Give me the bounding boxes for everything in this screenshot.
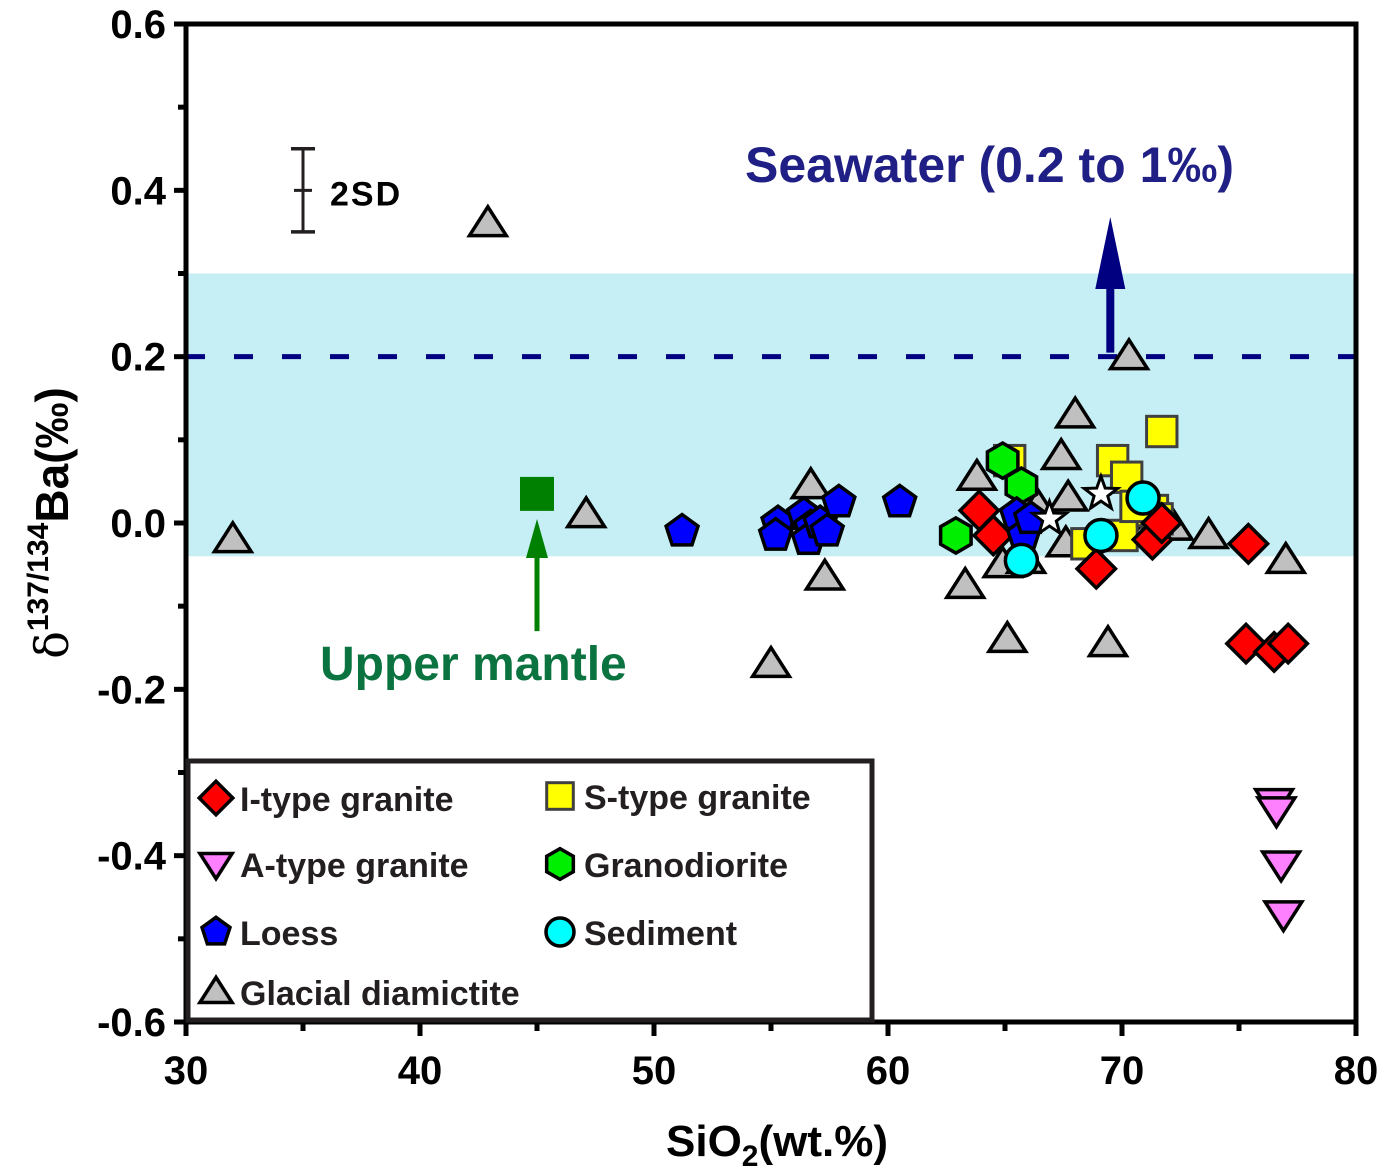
series-sediment — [1003, 480, 1161, 579]
x-tick-label: 40 — [398, 1049, 443, 1093]
data-point-reference-star- — [1079, 471, 1122, 512]
data-point-glacial-diamictite — [1107, 336, 1151, 371]
x-tick-label: 60 — [866, 1049, 911, 1093]
legend-label-a-type-granite: A-type granite — [240, 847, 469, 885]
data-points-layer — [211, 203, 1310, 934]
data-point-a-type-granite — [1259, 850, 1303, 885]
series-a-type-granite — [1252, 787, 1306, 934]
x-axis-title-main: SiO — [666, 1117, 742, 1166]
y-tick-label: -0.2 — [97, 668, 166, 712]
data-point-glacial-diamictite — [955, 457, 999, 492]
data-point-glacial-diamictite — [1086, 623, 1130, 658]
legend-marker-i-type-granite — [196, 778, 236, 818]
data-point-loess — [757, 516, 794, 551]
data-point-loess — [820, 483, 857, 518]
data-point-glacial-diamictite — [943, 565, 987, 600]
data-point-i-type-granite — [1266, 621, 1310, 666]
data-point-sediment — [1125, 480, 1161, 516]
y-axis-title: δ137/134Ba(‰) — [22, 387, 79, 659]
series-reference-star- — [1028, 471, 1122, 537]
legend-label-i-type-granite: I-type granite — [240, 781, 453, 819]
annotation-layer: Seawater (0.2 to 1‰) Upper mantle 2SD — [291, 137, 1234, 691]
data-point-glacial-diamictite — [211, 519, 255, 554]
x-tick-label: 50 — [632, 1049, 677, 1093]
data-point-i-type-granite — [1226, 522, 1271, 566]
legend-marker-glacial-diamictite — [196, 974, 236, 1005]
data-point-granodiorite — [985, 441, 1020, 481]
error-bar-label: 2SD — [330, 175, 402, 213]
data-point-loess — [809, 512, 846, 547]
data-point-a-type-granite — [1261, 900, 1306, 934]
data-point-glacial-diamictite — [789, 465, 833, 500]
axes: -0.6 -0.4 -0.2 0.0 0.2 0.4 0.6 30 40 50 60 70 80 — [97, 3, 1378, 1093]
data-point-glacial-diamictite — [1039, 436, 1083, 471]
legend-label-granodiorite: Granodiorite — [584, 847, 788, 885]
data-point-sediment — [1083, 517, 1119, 554]
seawater-arrow-head — [1095, 216, 1126, 289]
x-tick-label: 30 — [164, 1049, 209, 1093]
data-point-glacial-diamictite — [1186, 515, 1231, 550]
y-tick-label: 0.4 — [110, 169, 166, 213]
data-point-s-type-granite — [1145, 414, 1179, 449]
series-i-type-granite — [957, 488, 1310, 674]
data-point-glacial-diamictite — [1264, 540, 1308, 575]
upper-mantle-point — [520, 476, 554, 511]
legend: I-type granite S-type granite A-type grani… — [185, 758, 875, 1023]
x-axis-title-sub: 2 — [742, 1140, 759, 1173]
data-point-loess — [881, 483, 918, 518]
x-axis-title: SiO2(wt.%) — [666, 1117, 888, 1173]
x-tick-label: 80 — [1334, 1049, 1379, 1093]
legend-label-loess: Loess — [240, 915, 338, 953]
data-point-granodiorite — [1004, 465, 1039, 506]
y-axis-title-delta: δ — [25, 631, 79, 659]
data-point-glacial-diamictite — [985, 619, 1029, 654]
legend-marker-s-type-granite — [545, 781, 575, 811]
data-point-a-type-granite — [1254, 796, 1299, 830]
y-tick-label: 0.2 — [110, 336, 166, 380]
legend-marker-sediment — [544, 916, 576, 948]
data-point-sediment — [1003, 542, 1040, 579]
data-point-granodiorite — [938, 515, 973, 556]
y-axis-title-rest: Ba(‰) — [26, 387, 78, 522]
legend-marker-granodiorite — [544, 846, 576, 882]
series-loess — [664, 483, 1049, 555]
upper-mantle-arrow-head — [526, 519, 548, 558]
y-tick-label: 0.6 — [110, 3, 166, 47]
data-point-glacial-diamictite — [466, 203, 510, 238]
legend-label-glacial-diamictite: Glacial diamictite — [240, 975, 520, 1013]
seawater-annotation: Seawater (0.2 to 1‰) — [745, 137, 1234, 193]
y-tick-label: -0.6 — [97, 1001, 166, 1045]
y-tick-label: 0.0 — [110, 502, 166, 546]
data-point-loess — [664, 512, 701, 547]
legend-marker-loess — [199, 915, 233, 946]
data-point-glacial-diamictite — [1053, 394, 1097, 429]
x-tick-label: 70 — [1100, 1049, 1145, 1093]
data-point-i-type-granite — [1074, 547, 1118, 591]
x-axis-title-rest: (wt.%) — [758, 1117, 888, 1166]
data-point-glacial-diamictite — [749, 644, 793, 679]
data-point-reference-star- — [1028, 496, 1071, 537]
y-axis-title-sup: 137/134 — [22, 522, 55, 631]
data-point-i-type-granite — [1140, 501, 1184, 545]
legend-marker-a-type-granite — [196, 851, 236, 882]
legend-label-sediment: Sediment — [584, 915, 737, 953]
y-tick-label: -0.4 — [97, 835, 167, 879]
legend-label-s-type-granite: S-type granite — [584, 779, 811, 817]
data-point-glacial-diamictite — [803, 557, 847, 591]
legend-box — [185, 758, 875, 1023]
data-point-glacial-diamictite — [564, 494, 608, 529]
upper-mantle-annotation: Upper mantle — [320, 638, 627, 691]
data-point-glacial-diamictite — [1046, 477, 1090, 512]
